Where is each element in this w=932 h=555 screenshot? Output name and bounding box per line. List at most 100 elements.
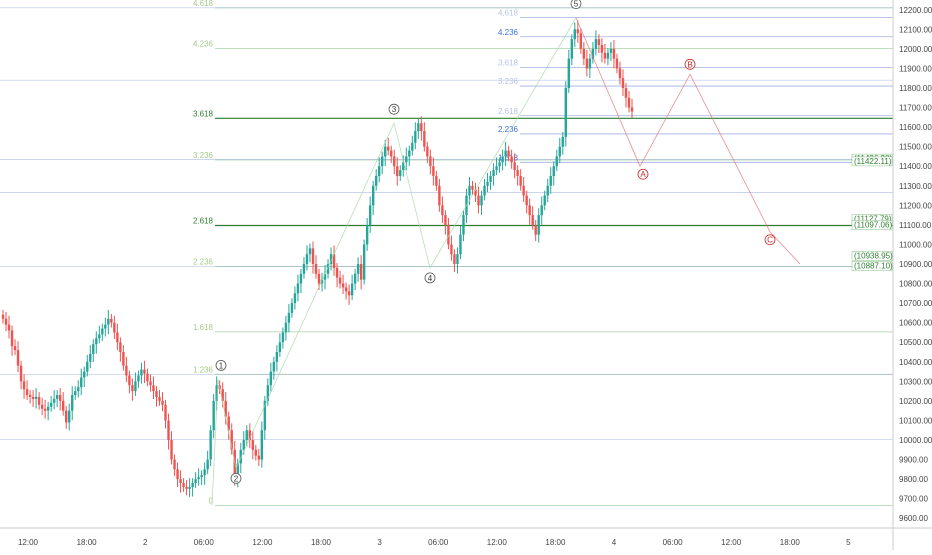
candle-body	[594, 39, 598, 49]
abc-marker-label: B	[687, 60, 692, 69]
candle-body	[215, 385, 218, 401]
candle-body	[248, 430, 251, 440]
fib-upper-label: 3.618	[498, 58, 519, 67]
candle-body	[456, 254, 459, 264]
y-tick-label: 11000.00	[899, 240, 932, 249]
candle-body	[393, 156, 396, 167]
candle-body	[128, 375, 131, 386]
candle-body	[630, 107, 634, 112]
candle-body	[597, 39, 601, 45]
candle-body	[293, 293, 297, 304]
wave-overlay-layer: 12345ABC(11436.28)(11422.11)(11127.79)(1…	[211, 0, 893, 506]
candle-body	[16, 350, 20, 366]
candle-body	[498, 162, 501, 167]
candle-body	[4, 318, 8, 325]
candle-body	[227, 416, 230, 431]
y-tick-label: 9800.00	[899, 475, 928, 484]
candle-body	[233, 449, 236, 480]
candle-body	[110, 318, 113, 323]
candle-body	[299, 273, 303, 284]
candle-body	[501, 156, 504, 163]
candle-body	[609, 48, 613, 53]
candle-body	[606, 52, 610, 59]
candle-body	[302, 264, 306, 274]
candle-body	[125, 365, 128, 376]
fib-upper-label: 3.236	[498, 77, 519, 86]
candle-body	[71, 395, 74, 411]
candle-body	[615, 58, 619, 69]
candle-body	[40, 404, 44, 409]
abc-marker-label: A	[640, 170, 646, 179]
candle-body	[510, 156, 513, 163]
candle-body	[525, 195, 528, 206]
x-tick-label: 18:00	[77, 538, 98, 547]
y-tick-label: 10400.00	[899, 358, 932, 367]
wave-marker-label: 2	[234, 474, 239, 483]
candle-body	[570, 39, 574, 59]
candle-body	[414, 131, 417, 143]
candle-body	[52, 398, 56, 403]
candle-body	[537, 215, 540, 235]
candle-body	[92, 344, 95, 354]
y-tick-label: 11500.00	[899, 143, 932, 152]
candle-body	[254, 449, 258, 456]
price-tag-box	[851, 251, 893, 261]
candle-body	[19, 365, 23, 382]
candle-body	[519, 176, 522, 186]
candle-body	[170, 440, 173, 460]
candle-body	[284, 322, 288, 333]
y-tick-label: 10300.00	[899, 377, 932, 386]
fib-level-label: 2.236	[193, 258, 214, 267]
fib-upper-label: 4.236	[498, 28, 519, 37]
candle-body	[347, 291, 351, 296]
candle-body	[591, 48, 595, 59]
fib-upper-label: 2.236	[498, 125, 519, 134]
candle-body	[332, 254, 336, 268]
candle-body	[65, 410, 68, 423]
candle-body	[191, 483, 194, 487]
candle-body	[483, 185, 486, 196]
price-tag-box	[851, 156, 893, 167]
x-tick-label: 18:00	[545, 538, 566, 547]
fib-level-label: 2.618	[193, 216, 214, 225]
candle-body	[368, 205, 372, 225]
wave-marker-circle	[424, 272, 436, 284]
candle-body	[362, 244, 366, 280]
price-tag-box	[851, 261, 893, 271]
fib-level-label: 4.618	[193, 0, 214, 8]
y-tick-label: 9700.00	[899, 495, 928, 504]
candle-body	[402, 162, 405, 171]
candle-body	[25, 389, 29, 396]
candle-body	[251, 440, 254, 450]
candle-body	[531, 215, 534, 225]
candle-body	[429, 156, 432, 167]
candle-body	[453, 254, 456, 264]
y-tick-label: 11700.00	[899, 104, 932, 113]
candle-body	[55, 395, 59, 399]
candle-body	[212, 400, 215, 431]
x-tick-label: 06:00	[194, 538, 215, 547]
candle-body	[296, 283, 300, 294]
wave-path	[211, 17, 577, 506]
candle-body	[281, 332, 285, 343]
candle-body	[341, 283, 345, 288]
candle-body	[516, 170, 519, 176]
fib-level-label: 0	[209, 497, 214, 506]
candle-body	[74, 391, 77, 396]
candle-body	[245, 430, 248, 440]
price-tag-label: (10887.10)	[854, 262, 893, 271]
candle-body	[43, 408, 47, 411]
candle-body	[371, 185, 375, 206]
fib-level-label: 1.236	[193, 365, 214, 374]
candle-body	[122, 352, 125, 366]
candle-body	[323, 273, 327, 280]
candle-body	[344, 287, 348, 292]
candle-body	[365, 224, 369, 245]
wave-marker-circle	[230, 472, 242, 484]
candle-body	[1, 314, 5, 319]
candle-body	[22, 381, 26, 390]
candles-layer	[1, 20, 634, 497]
candle-body	[426, 146, 429, 157]
